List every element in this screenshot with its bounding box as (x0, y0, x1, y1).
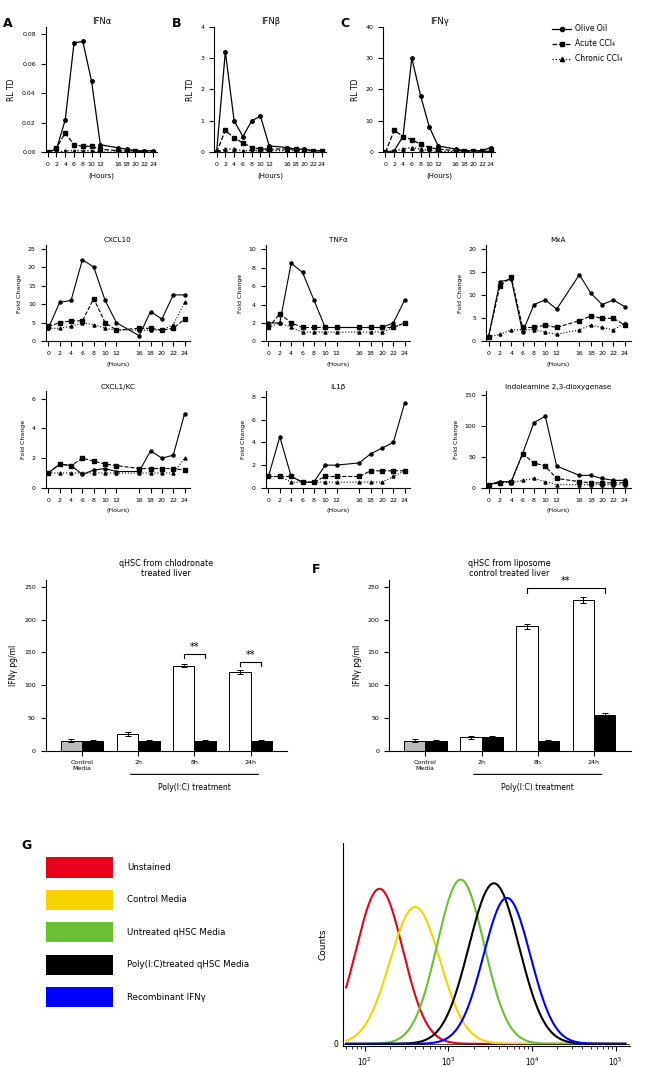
Y-axis label: Fold Change: Fold Change (237, 273, 242, 313)
X-axis label: (Hours): (Hours) (326, 508, 350, 513)
Bar (138, 740, 160, 750)
X-axis label: (Hours): (Hours) (88, 173, 114, 179)
Text: G: G (21, 839, 32, 853)
Y-axis label: Fold Change: Fold Change (454, 420, 459, 459)
Text: F: F (311, 563, 320, 576)
Text: **: ** (190, 641, 200, 652)
Bar (46, 890, 112, 910)
Y-axis label: RL TD: RL TD (7, 78, 16, 100)
X-axis label: (Hours): (Hours) (257, 173, 283, 179)
Title: IFNβ: IFNβ (261, 17, 280, 26)
Text: Unstained: Unstained (127, 863, 171, 872)
Y-axis label: Fold Change: Fold Change (18, 273, 22, 313)
Bar (404, 740, 425, 750)
Text: A: A (3, 17, 12, 30)
Y-axis label: Fold Change: Fold Change (21, 420, 26, 459)
Y-axis label: Counts: Counts (318, 928, 328, 960)
Text: B: B (172, 17, 181, 30)
X-axis label: (Hours): (Hours) (547, 508, 569, 513)
Bar (173, 666, 194, 750)
X-axis label: (Hours): (Hours) (547, 362, 569, 367)
Legend: Olive Oil, Acute CCl₄, Chronic CCl₄: Olive Oil, Acute CCl₄, Chronic CCl₄ (552, 25, 622, 63)
Bar (46, 922, 112, 942)
Bar (460, 737, 482, 750)
Y-axis label: RL TD: RL TD (351, 78, 360, 100)
X-axis label: (Hours): (Hours) (107, 362, 129, 367)
Text: Untreated qHSC Media: Untreated qHSC Media (127, 928, 226, 937)
Bar (46, 955, 112, 975)
Y-axis label: IFNγ pg/ml: IFNγ pg/ml (353, 644, 362, 686)
Bar (82, 740, 103, 750)
Y-axis label: RL TD: RL TD (186, 78, 195, 100)
Title: IL1β: IL1β (330, 384, 346, 389)
Bar (194, 740, 216, 750)
Title: qHSC from liposome
control treated liver: qHSC from liposome control treated liver (468, 559, 551, 578)
Bar (117, 734, 138, 750)
Bar (60, 740, 82, 750)
Text: Poly(I:C) treatment: Poly(I:C) treatment (158, 783, 231, 792)
Title: qHSC from chlodronate
treated liver: qHSC from chlodronate treated liver (120, 559, 213, 578)
Y-axis label: Fold Change: Fold Change (241, 420, 246, 459)
Bar (516, 626, 538, 750)
Bar (229, 672, 251, 750)
Bar (538, 740, 559, 750)
Text: Poly(I:C) treatment: Poly(I:C) treatment (501, 783, 574, 792)
Text: C: C (341, 17, 350, 30)
Y-axis label: Fold Change: Fold Change (458, 273, 463, 313)
Bar (594, 715, 616, 750)
Bar (573, 600, 594, 750)
Bar (46, 987, 112, 1007)
Text: **: ** (246, 650, 255, 660)
Title: TNFα: TNFα (329, 237, 347, 243)
Text: Poly(I:C)treated qHSC Media: Poly(I:C)treated qHSC Media (127, 960, 249, 969)
Text: Control Media: Control Media (127, 895, 187, 905)
Bar (482, 737, 503, 750)
X-axis label: (Hours): (Hours) (107, 508, 129, 513)
X-axis label: (Hours): (Hours) (426, 173, 452, 179)
Title: IFNα: IFNα (92, 17, 111, 26)
Title: CXCL10: CXCL10 (104, 237, 132, 243)
Y-axis label: IFNγ pg/ml: IFNγ pg/ml (10, 644, 18, 686)
Title: Indoleamine 2,3-dioxygenase: Indoleamine 2,3-dioxygenase (505, 384, 611, 389)
Bar (46, 858, 112, 877)
X-axis label: (Hours): (Hours) (326, 362, 350, 367)
Title: CXCL1/KC: CXCL1/KC (100, 384, 135, 389)
Text: **: ** (561, 576, 571, 586)
Bar (251, 740, 272, 750)
Text: Recombinant IFNγ: Recombinant IFNγ (127, 992, 205, 1002)
Title: IFNγ: IFNγ (430, 17, 448, 26)
Title: MxA: MxA (551, 237, 566, 243)
Bar (425, 740, 447, 750)
